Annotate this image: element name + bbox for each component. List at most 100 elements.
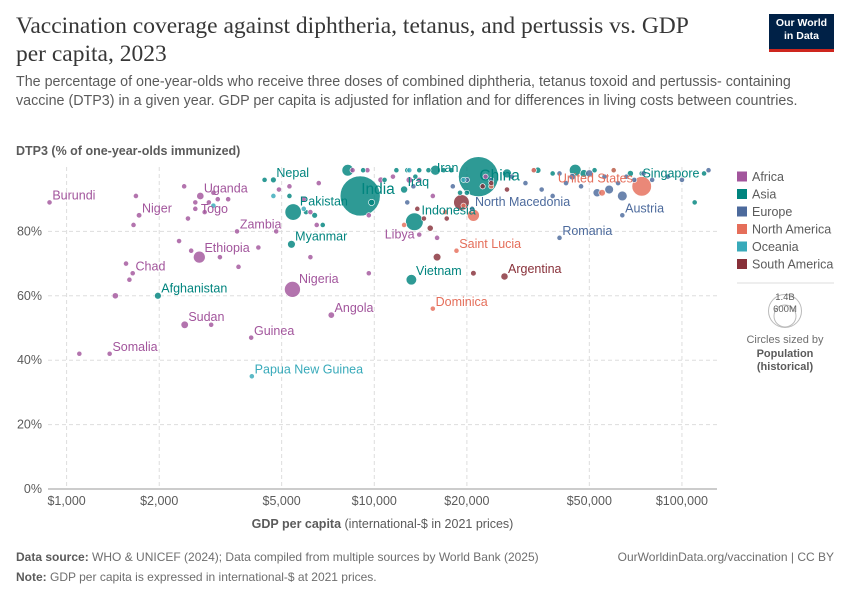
country-point <box>504 186 510 193</box>
country-point <box>307 209 314 215</box>
country-point <box>208 321 215 328</box>
country-point <box>123 260 129 267</box>
country-point <box>300 196 307 203</box>
country-point <box>416 167 423 174</box>
country-point <box>176 238 182 244</box>
point-label: Togo <box>201 202 228 216</box>
x-tick-label: $10,000 <box>352 494 397 508</box>
x-tick-label: $2,000 <box>140 494 178 508</box>
country-point-indonesia <box>405 212 424 231</box>
country-point <box>255 244 262 251</box>
point-label: Sudan <box>188 310 224 324</box>
country-point-burundi <box>46 199 53 206</box>
country-point <box>188 247 195 254</box>
country-point <box>623 173 630 180</box>
country-point <box>460 176 467 183</box>
y-tick-label: 0% <box>24 482 42 496</box>
country-point <box>313 222 320 228</box>
country-point-somalia <box>106 350 113 357</box>
country-point <box>443 215 450 222</box>
source-label: Data source: <box>16 550 89 564</box>
country-point-niger <box>136 212 143 219</box>
country-point <box>449 183 456 190</box>
country-point <box>627 170 634 177</box>
point-label: Niger <box>142 201 172 215</box>
country-point <box>604 184 614 195</box>
country-point <box>463 189 470 196</box>
country-point <box>261 176 268 183</box>
point-label: Libya <box>385 228 415 242</box>
country-point <box>406 167 413 174</box>
legend-swatch <box>737 206 747 217</box>
point-label: Burundi <box>52 189 95 203</box>
country-point-india <box>339 175 381 217</box>
country-point-saint-lucia <box>453 247 460 254</box>
country-point <box>410 183 417 190</box>
size-legend-large-label: 1.4B <box>775 292 795 303</box>
logo-line-1: Our World <box>775 17 828 29</box>
country-point <box>225 196 232 203</box>
legend-item-north-america: North America <box>752 223 831 237</box>
y-tick-label: 40% <box>17 353 42 367</box>
country-point-zambia <box>234 228 240 235</box>
x-axis-title-units: (international-$ in 2021 prices) <box>341 517 513 531</box>
country-point <box>349 167 356 174</box>
data-source-line: Data source: WHO & UNICEF (2024); Data c… <box>16 550 539 564</box>
country-point <box>488 180 495 186</box>
point-label: Saint Lucia <box>459 237 521 251</box>
point-label: Singapore <box>642 166 699 180</box>
country-point-pakistan <box>284 203 302 221</box>
country-point <box>201 209 208 215</box>
country-point <box>365 270 372 277</box>
country-point <box>429 193 436 199</box>
point-label: Argentina <box>508 262 562 276</box>
point-label: Pakistan <box>300 194 348 208</box>
country-point <box>601 173 608 180</box>
x-tick-label: $50,000 <box>567 494 612 508</box>
legend-item-oceania: Oceania <box>752 240 799 254</box>
x-axis-title-main: GDP per capita <box>252 517 342 531</box>
country-point <box>286 193 293 199</box>
country-point <box>568 173 576 181</box>
point-label: Romania <box>562 224 612 238</box>
point-label: Vietnam <box>416 264 462 278</box>
country-point <box>679 176 685 183</box>
country-point <box>563 180 569 186</box>
country-point-afghanistan <box>154 292 162 300</box>
country-point-chad <box>129 270 136 277</box>
country-point <box>440 167 447 174</box>
country-point <box>705 167 712 174</box>
source-text[interactable]: WHO & UNICEF (2024); Data compiled from … <box>92 550 539 564</box>
point-label: Ethiopia <box>204 241 249 255</box>
x-tick-label: $20,000 <box>444 494 489 508</box>
country-point <box>307 254 314 261</box>
country-point <box>631 176 638 183</box>
point-label: Dominica <box>436 295 488 309</box>
country-point <box>210 189 217 196</box>
country-point <box>549 170 556 177</box>
legend-swatch <box>737 171 747 182</box>
country-point <box>300 205 307 212</box>
country-point <box>610 167 617 174</box>
country-point <box>111 292 119 300</box>
country-point <box>664 173 671 180</box>
country-point <box>205 199 212 206</box>
legend-item-asia: Asia <box>752 188 776 202</box>
country-point-iraq <box>400 185 408 194</box>
point-label: Myanmar <box>295 230 347 244</box>
country-point <box>508 173 515 180</box>
size-legend-small-circle <box>773 304 797 328</box>
owid-logo[interactable]: Our World in Data <box>769 14 834 52</box>
country-point <box>270 193 277 199</box>
point-label: Iraq <box>408 175 430 189</box>
legend-swatch <box>737 224 747 234</box>
point-label: Nepal <box>276 166 309 180</box>
size-legend-small-label: 600M <box>773 304 797 315</box>
owid-link[interactable]: OurWorldinData.org/vaccination | CC BY <box>617 550 834 564</box>
country-point-libya <box>416 231 423 238</box>
x-axis-title: GDP per capita (international-$ in 2021 … <box>252 517 514 531</box>
country-point <box>649 176 656 183</box>
country-point-vietnam <box>405 274 417 286</box>
country-point <box>130 222 137 228</box>
country-point <box>556 170 563 177</box>
